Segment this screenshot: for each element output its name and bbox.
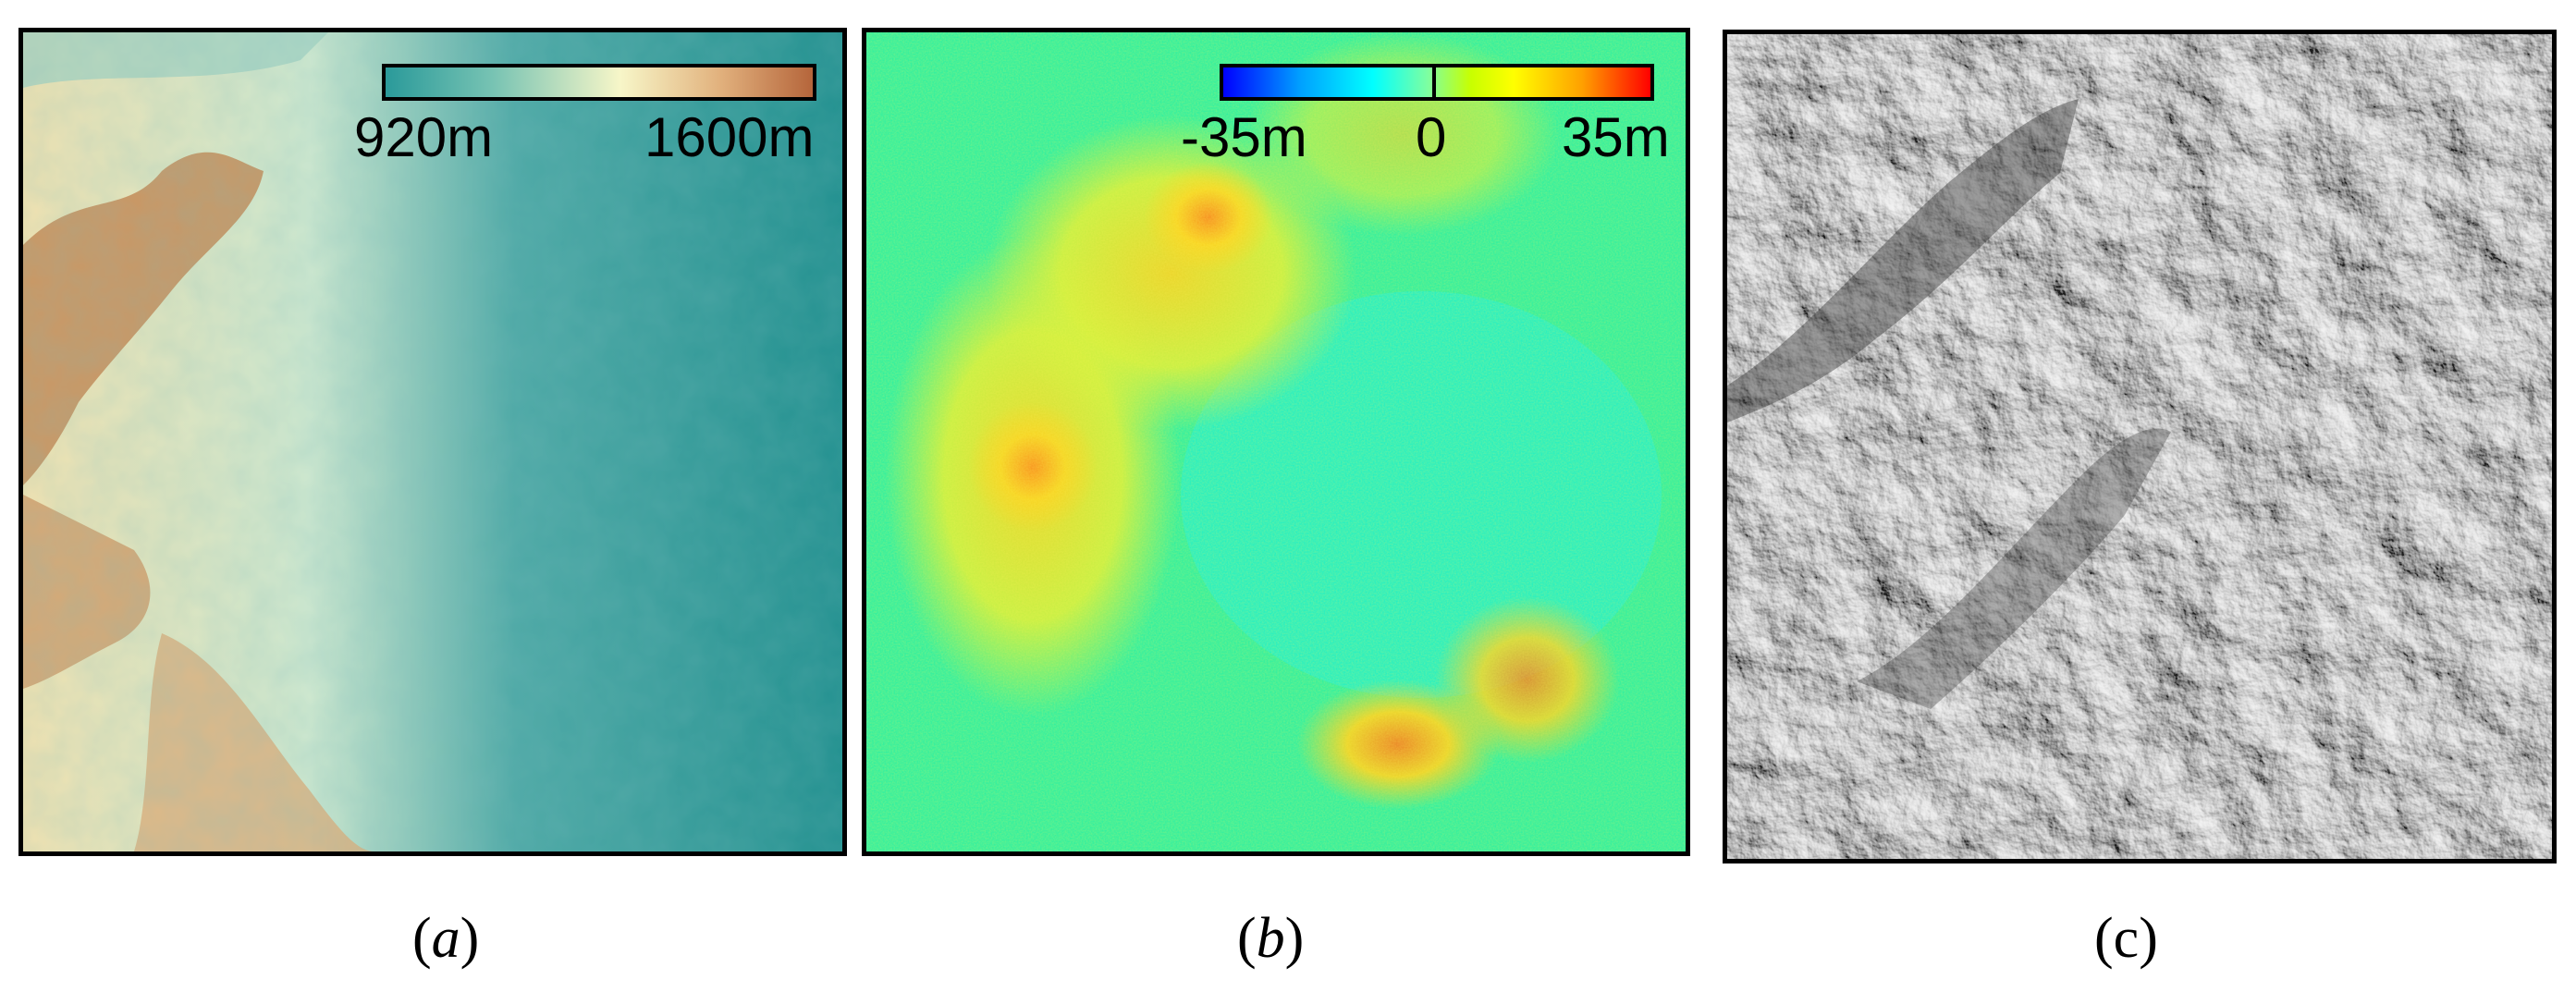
colorbar-max-label: 1600m	[644, 106, 815, 168]
difference-map	[866, 32, 1686, 851]
elevation-map	[23, 32, 842, 851]
difference-colorbar	[1220, 64, 1654, 101]
colorbar-min-label: 920m	[354, 106, 494, 168]
caption-b: (b)	[1237, 907, 1305, 970]
colorbar-max-label: 35m	[1562, 106, 1670, 168]
elevation-colorbar	[382, 64, 816, 101]
colorbar-zero-tick	[1432, 66, 1436, 99]
difference-map-panel: -35m 0 35m	[862, 28, 1690, 856]
hillshade-map	[1727, 34, 2552, 859]
caption-c: (c)	[2094, 907, 2158, 970]
colorbar-min-label: -35m	[1181, 106, 1307, 168]
elevation-map-panel: 920m 1600m	[18, 28, 847, 856]
colorbar-mid-label: 0	[1416, 106, 1447, 168]
caption-a: (a)	[412, 907, 480, 970]
hillshade-panel	[1723, 30, 2557, 863]
